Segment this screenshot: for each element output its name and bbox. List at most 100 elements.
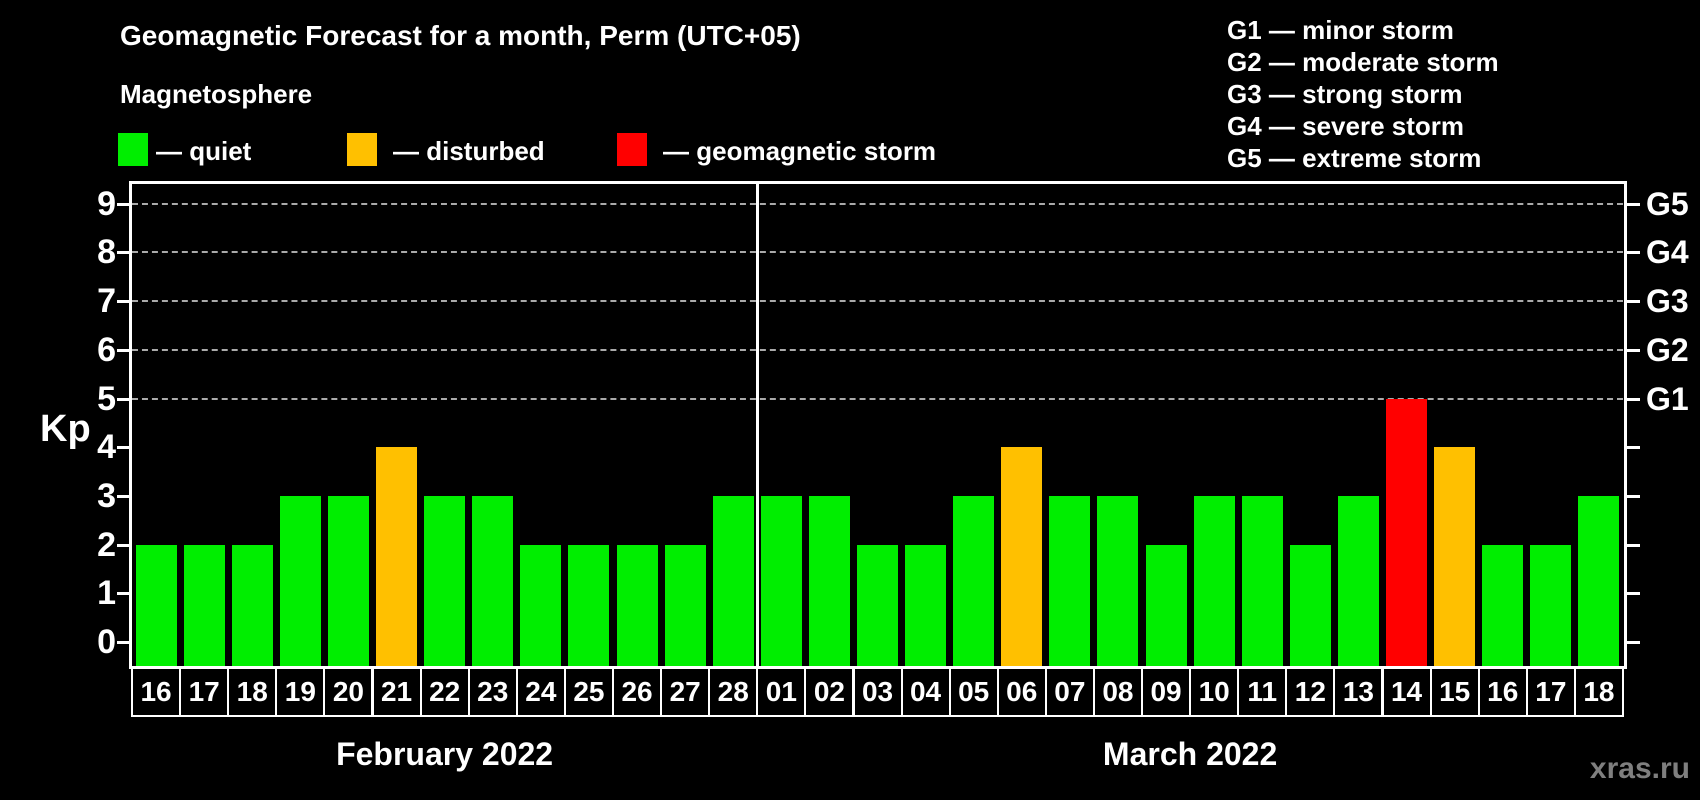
watermark: xras.ru — [1589, 752, 1690, 785]
y-tick-label: 8 — [97, 233, 116, 272]
kp-bar-disturbed — [1434, 447, 1476, 666]
day-cell: 10 — [1189, 667, 1240, 717]
y-tick-right — [1626, 446, 1640, 450]
day-cell: 09 — [1141, 667, 1192, 717]
kp-bar-quiet — [1097, 495, 1139, 666]
y-tick-right — [1626, 592, 1640, 596]
day-cell: 25 — [563, 667, 614, 717]
magnetosphere-label: Magnetosphere — [120, 79, 313, 109]
plot-frame — [129, 181, 1627, 669]
day-cell: 01 — [756, 667, 807, 717]
kp-bar-quiet — [905, 544, 947, 666]
g-scale-label: G2 — [1646, 331, 1689, 368]
y-tick-right — [1626, 348, 1640, 352]
kp-bar-quiet — [1578, 495, 1620, 666]
y-tick-right — [1626, 397, 1640, 401]
kp-bar-quiet — [1049, 495, 1091, 666]
y-tick-left — [117, 446, 130, 450]
day-cell: 22 — [419, 667, 470, 717]
storm-scale-legend-line: G1 — minor storm — [1227, 15, 1454, 45]
kp-bar-quiet — [568, 544, 610, 666]
gridline-kp8 — [132, 251, 1623, 254]
day-cell: 23 — [467, 667, 518, 717]
y-tick-label: 2 — [97, 525, 116, 564]
legend-swatch-disturbed — [347, 133, 377, 166]
month-separator — [755, 184, 759, 666]
y-axis-label: Kp — [40, 408, 91, 450]
day-cell: 24 — [515, 667, 566, 717]
kp-bar-quiet — [183, 544, 225, 666]
g-scale-label: G5 — [1646, 185, 1689, 222]
g-scale-label: G1 — [1646, 380, 1689, 417]
kp-bar-quiet — [1337, 495, 1379, 666]
day-cell: 18 — [227, 667, 278, 717]
month-label: March 2022 — [1102, 736, 1278, 772]
month-label: February 2022 — [336, 736, 554, 772]
day-cell: 07 — [1044, 667, 1095, 717]
kp-bar-quiet — [1289, 544, 1331, 666]
kp-bar-quiet — [712, 495, 754, 666]
kp-bar-disturbed — [1001, 447, 1043, 666]
day-cell: 27 — [660, 667, 711, 717]
day-cell: 13 — [1333, 667, 1384, 717]
gridline-kp9 — [132, 202, 1623, 205]
kp-bar-quiet — [1145, 544, 1187, 666]
day-cell: 17 — [1525, 667, 1576, 717]
day-cell: 04 — [900, 667, 951, 717]
y-tick-label: 5 — [97, 379, 116, 418]
day-cell: 06 — [996, 667, 1047, 717]
day-cell: 28 — [708, 667, 759, 717]
legend-swatch-quiet — [118, 133, 148, 166]
day-cell: 05 — [948, 667, 999, 717]
kp-bar-quiet — [664, 544, 706, 666]
y-tick-label: 3 — [97, 476, 116, 515]
day-cell: 18 — [1573, 667, 1624, 717]
y-tick-label: 0 — [97, 623, 116, 661]
y-tick-left — [117, 543, 130, 547]
y-tick-left — [117, 348, 130, 352]
g-scale-label: G4 — [1646, 234, 1689, 271]
kp-bar-quiet — [520, 544, 562, 666]
legend-label-storm: — geomagnetic storm — [663, 136, 937, 166]
day-cell: 26 — [612, 667, 663, 717]
gridline-kp6 — [132, 348, 1623, 351]
day-cell: 15 — [1429, 667, 1480, 717]
kp-bar-quiet — [1241, 495, 1283, 666]
legend-swatch-storm — [617, 133, 647, 166]
kp-bar-quiet — [760, 495, 802, 666]
day-cell: 16 — [131, 667, 182, 717]
y-tick-label: 4 — [97, 428, 116, 467]
y-tick-right — [1626, 543, 1640, 547]
kp-bar-quiet — [327, 495, 369, 666]
storm-scale-legend: G1 — minor storm G2 — moderate storm G3 — … — [1227, 14, 1499, 174]
y-tick-label: 6 — [97, 330, 116, 369]
kp-bar-quiet — [1530, 544, 1572, 666]
day-cell: 03 — [852, 667, 903, 717]
day-cell: 14 — [1381, 667, 1432, 717]
kp-bar-quiet — [616, 544, 658, 666]
storm-scale-legend-line: G2 — moderate storm — [1227, 47, 1499, 77]
y-tick-right — [1626, 251, 1640, 255]
y-tick-right — [1626, 300, 1640, 304]
y-tick-left — [117, 592, 130, 596]
storm-scale-legend-line: G4 — severe storm — [1227, 111, 1465, 141]
day-cell: 02 — [804, 667, 855, 717]
kp-bar-quiet — [808, 495, 850, 666]
day-cell: 16 — [1477, 667, 1528, 717]
y-tick-left — [117, 202, 130, 206]
gridline-kp5 — [132, 397, 1623, 400]
day-cell: 17 — [179, 667, 230, 717]
y-tick-left — [117, 641, 130, 644]
legend-label-disturbed: — disturbed — [393, 136, 545, 166]
kp-bar-quiet — [279, 495, 321, 666]
kp-bar-quiet — [953, 495, 995, 666]
kp-bar-storm — [1386, 398, 1428, 666]
y-tick-left — [117, 494, 130, 498]
kp-bar-quiet — [1193, 495, 1235, 666]
y-tick-right — [1626, 641, 1640, 644]
y-tick-right — [1626, 494, 1640, 498]
g-scale-label: G3 — [1646, 283, 1689, 320]
y-tick-left — [117, 397, 130, 401]
storm-scale-legend-line: G3 — strong storm — [1227, 79, 1463, 109]
day-cell: 21 — [371, 667, 422, 717]
